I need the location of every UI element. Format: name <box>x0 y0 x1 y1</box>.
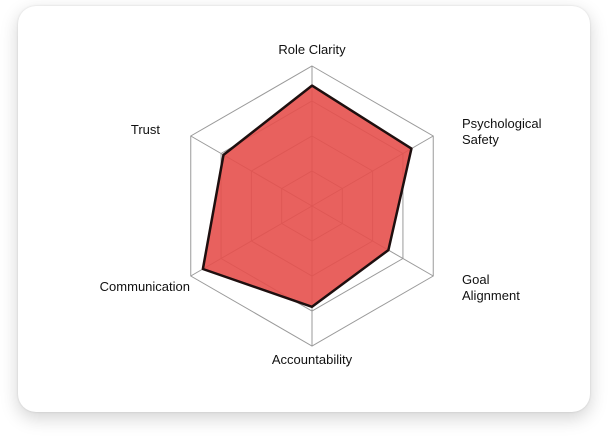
radar-area <box>201 84 413 309</box>
axis-label: Trust <box>130 122 160 137</box>
axis-label: Accountability <box>271 352 353 367</box>
axis-label: Psychological Safety <box>462 116 542 147</box>
axis-label: Communication <box>99 279 190 294</box>
axis-label: Goal Alignment <box>462 272 520 303</box>
axis-label: Role Clarity <box>278 42 346 57</box>
